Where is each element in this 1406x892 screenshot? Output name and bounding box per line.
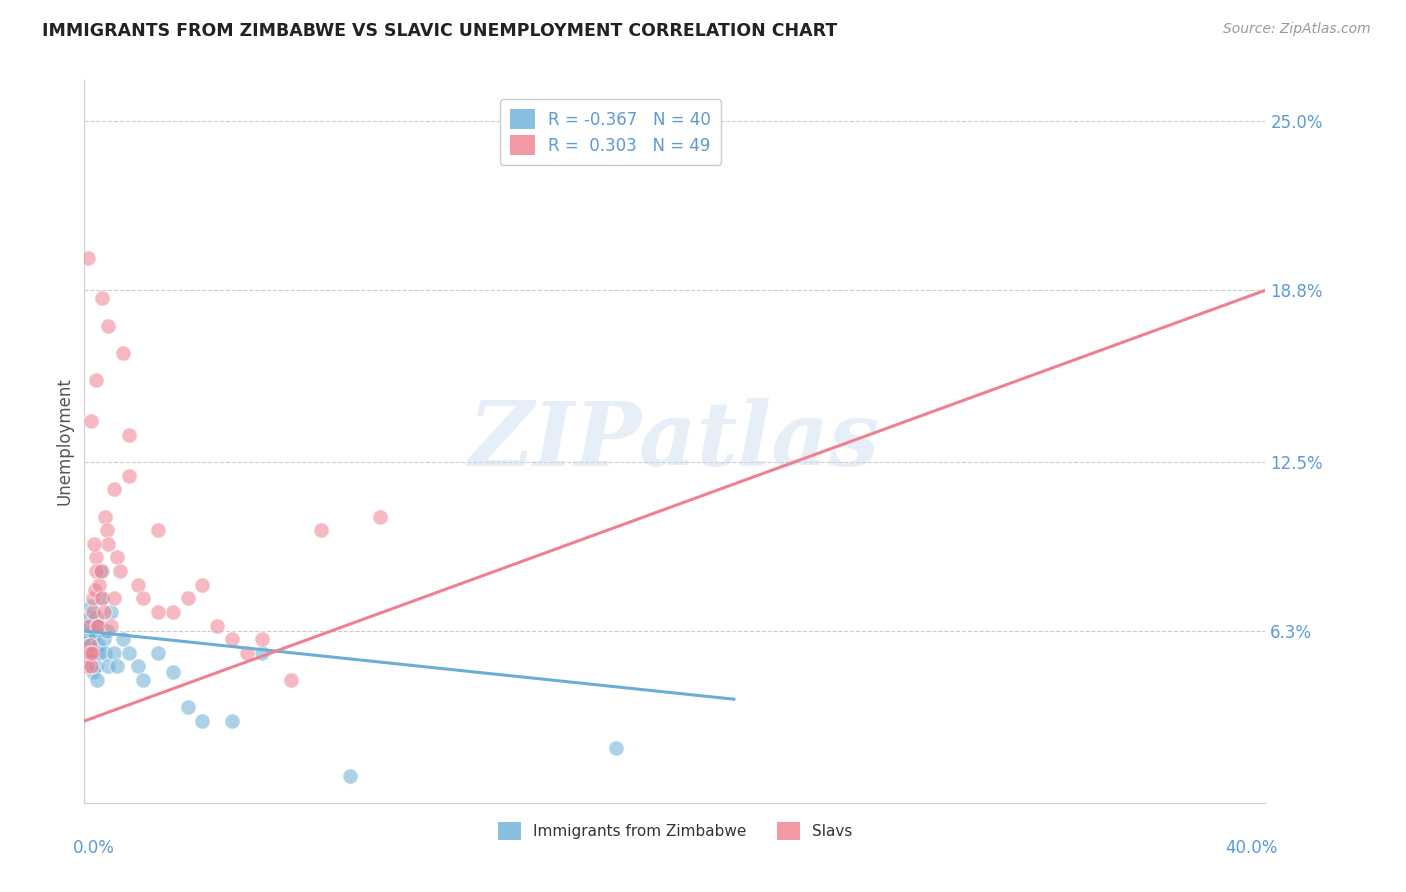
Point [77,251,100,265]
Point [77,632,100,647]
Point [79,618,101,632]
Point [280,673,302,687]
Point [91,591,114,606]
Point [86,638,108,652]
Point [96,624,118,638]
Legend: Immigrants from Zimbabwe, Slavs: Immigrants from Zimbabwe, Slavs [492,816,858,846]
Point [97,659,120,673]
Point [309,523,332,537]
Point [79,646,101,660]
Point [100,605,122,619]
Point [84,610,107,624]
Point [103,482,125,496]
Point [82,646,104,660]
Point [91,564,114,578]
Point [221,632,243,647]
Point [191,577,214,591]
Point [111,346,134,360]
Point [94,646,117,660]
Point [221,714,243,728]
Point [191,714,214,728]
Point [86,618,108,632]
Point [82,665,104,679]
Y-axis label: Unemployment: Unemployment [55,377,73,506]
Point [80,624,103,638]
Point [84,373,107,387]
Point [236,646,259,660]
Point [97,537,120,551]
Point [250,632,273,647]
Point [207,618,229,632]
Point [79,610,101,624]
Text: Source: ZipAtlas.com: Source: ZipAtlas.com [1223,22,1371,37]
Text: IMMIGRANTS FROM ZIMBABWE VS SLAVIC UNEMPLOYMENT CORRELATION CHART: IMMIGRANTS FROM ZIMBABWE VS SLAVIC UNEMP… [42,22,838,40]
Point [82,591,104,606]
Point [368,509,391,524]
Point [83,646,105,660]
Point [90,591,112,606]
Text: 40.0%: 40.0% [1225,838,1277,857]
Point [118,468,141,483]
Point [82,605,104,619]
Point [86,618,108,632]
Point [132,591,155,606]
Point [93,605,115,619]
Point [76,646,98,660]
Point [75,654,97,668]
Point [87,618,111,632]
Point [132,673,155,687]
Point [103,646,125,660]
Point [108,564,131,578]
Point [80,599,103,614]
Point [84,550,107,565]
Point [118,427,141,442]
Point [105,659,128,673]
Point [605,741,627,756]
Point [79,638,101,652]
Point [93,632,115,647]
Point [148,646,170,660]
Point [127,577,149,591]
Point [87,646,110,660]
Point [76,624,98,638]
Point [177,700,200,714]
Point [148,605,170,619]
Point [77,618,100,632]
Point [80,646,103,660]
Point [94,509,117,524]
Point [83,626,105,640]
Point [250,646,273,660]
Point [97,318,120,333]
Point [83,583,105,598]
Point [76,659,98,673]
Point [162,665,184,679]
Point [339,768,361,782]
Text: 0.0%: 0.0% [73,838,114,857]
Point [90,564,112,578]
Point [103,591,125,606]
Point [84,564,107,578]
Point [105,550,128,565]
Point [77,638,100,652]
Point [111,632,134,647]
Text: ZIPatlas: ZIPatlas [470,399,880,484]
Point [87,577,111,591]
Point [83,537,105,551]
Point [118,646,141,660]
Point [91,292,114,306]
Point [80,659,103,673]
Point [76,646,98,660]
Point [127,659,149,673]
Point [80,414,103,428]
Point [84,659,107,673]
Point [148,523,170,537]
Point [177,591,200,606]
Point [162,605,184,619]
Point [100,618,122,632]
Point [96,523,118,537]
Point [86,673,108,687]
